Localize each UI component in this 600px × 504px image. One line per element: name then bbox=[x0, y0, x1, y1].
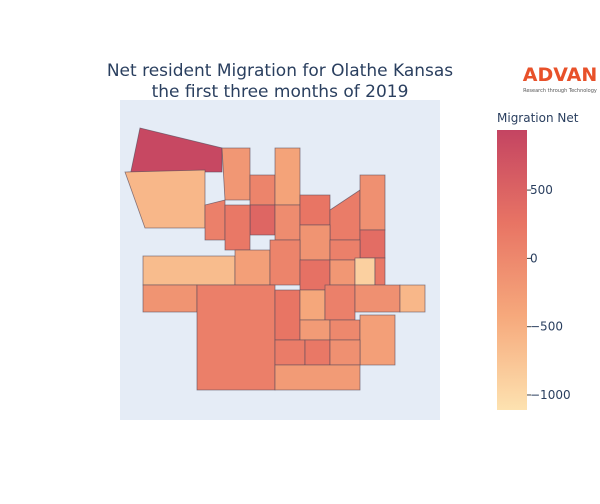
region bbox=[299, 289, 326, 321]
region bbox=[359, 229, 386, 259]
region bbox=[274, 339, 306, 366]
region bbox=[304, 339, 331, 366]
region bbox=[269, 239, 301, 286]
colorbar-tick-label: 0 bbox=[530, 251, 538, 265]
colorbar-ticks: 500 0 −500 −1000 bbox=[527, 183, 571, 402]
colorbar-title: Migration Net bbox=[497, 111, 579, 125]
region bbox=[142, 284, 198, 313]
region bbox=[299, 319, 331, 341]
region bbox=[359, 314, 396, 366]
title: Net resident Migration for Olathe Kansas bbox=[107, 61, 453, 81]
region bbox=[374, 257, 386, 286]
region bbox=[249, 174, 276, 206]
region bbox=[329, 319, 361, 341]
region bbox=[204, 199, 226, 241]
colorbar-tick-label: 500 bbox=[530, 183, 553, 197]
region bbox=[196, 284, 276, 391]
region bbox=[354, 284, 401, 313]
region bbox=[224, 204, 251, 251]
region bbox=[329, 239, 361, 261]
colorbar-tick-label: −500 bbox=[530, 320, 563, 334]
subtitle: the first three months of 2019 bbox=[152, 82, 409, 102]
region bbox=[299, 194, 331, 226]
region bbox=[299, 224, 331, 261]
colorbar bbox=[497, 130, 527, 410]
region bbox=[274, 147, 301, 206]
region bbox=[221, 147, 251, 201]
map bbox=[124, 127, 426, 391]
logo: ADVAN bbox=[523, 64, 598, 86]
region bbox=[329, 259, 356, 286]
logo-tagline: Research through Technology bbox=[523, 88, 597, 94]
region bbox=[359, 174, 386, 231]
region bbox=[274, 289, 301, 341]
colorbar-tick-label: −1000 bbox=[530, 388, 571, 402]
region bbox=[249, 204, 276, 236]
region bbox=[399, 284, 426, 313]
region bbox=[274, 204, 301, 241]
region bbox=[234, 249, 271, 286]
region bbox=[142, 255, 236, 286]
region bbox=[354, 257, 376, 286]
region bbox=[274, 364, 361, 391]
region bbox=[324, 284, 356, 321]
region bbox=[329, 339, 361, 366]
